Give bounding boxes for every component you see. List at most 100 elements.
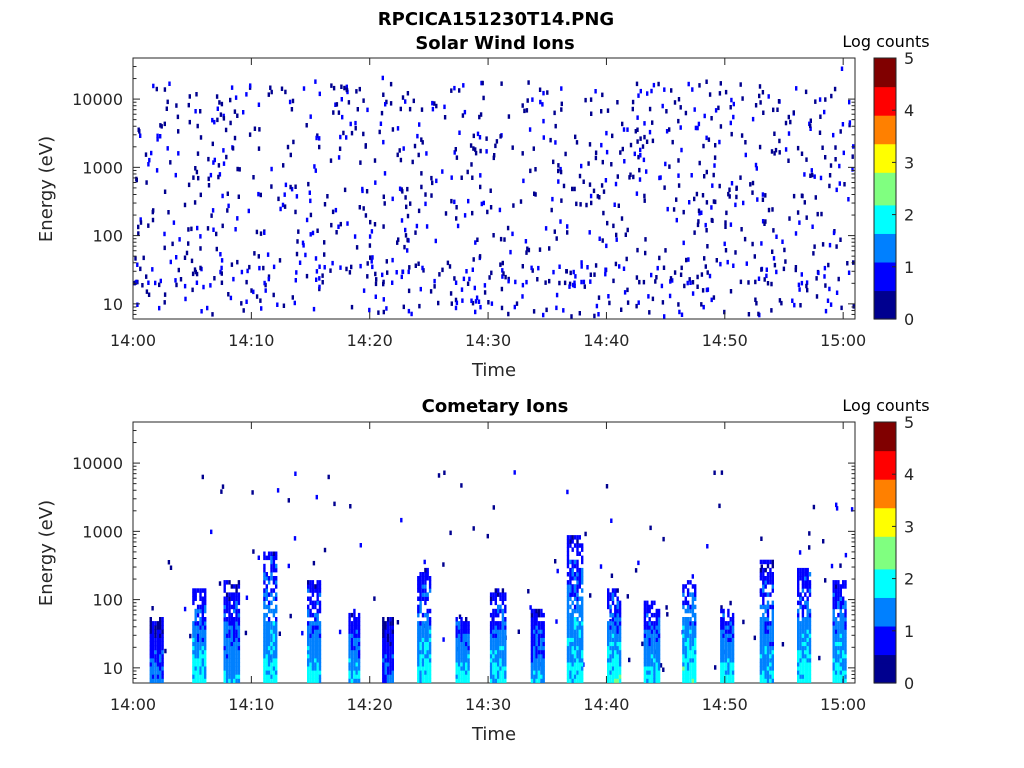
heatmap-cell (799, 567, 802, 573)
heatmap-cell (610, 573, 614, 578)
heatmap-cell (460, 645, 463, 651)
heatmap-cell (578, 596, 581, 601)
heatmap-cell (161, 678, 164, 683)
heatmap-cell (706, 544, 709, 549)
heatmap-cell (578, 670, 581, 675)
heatmap-cell (804, 580, 807, 585)
heatmap-cell (267, 617, 271, 622)
heatmap-cell (594, 155, 598, 161)
colorbar-swatch (874, 278, 896, 283)
heatmap-cell (424, 576, 427, 581)
colorbar-swatch (874, 270, 896, 275)
heatmap-cell (593, 313, 596, 319)
heatmap-cell (201, 600, 204, 606)
heatmap-cell (272, 641, 276, 647)
heatmap-cell (318, 625, 322, 630)
heatmap-cell (492, 617, 495, 622)
heatmap-cell (609, 633, 612, 638)
heatmap-cell (801, 588, 805, 593)
heatmap-cell (419, 592, 422, 597)
heatmap-cell (571, 625, 574, 630)
heatmap-cell (542, 612, 545, 618)
heatmap-cell (842, 662, 845, 667)
heatmap-cell (643, 674, 647, 679)
heatmap-cell (318, 580, 322, 585)
heatmap-cell (609, 621, 612, 626)
heatmap-cell (706, 244, 709, 249)
heatmap-cell (353, 658, 356, 663)
heatmap-cell (199, 265, 202, 271)
heatmap-cell (465, 670, 468, 675)
heatmap-cell (489, 678, 493, 683)
heatmap-cell (832, 604, 835, 610)
heatmap-cell (801, 567, 805, 573)
heatmap-cell (314, 666, 317, 671)
colorbar-swatch (874, 646, 896, 651)
heatmap-cell (374, 281, 378, 287)
heatmap-cell (368, 307, 371, 313)
heatmap-cell (644, 250, 647, 256)
heatmap-cell (386, 666, 390, 671)
heatmap-cell (272, 612, 276, 618)
heatmap-cell (206, 226, 210, 231)
heatmap-cell (441, 267, 444, 273)
heatmap-cell (307, 612, 310, 618)
heatmap-cell (437, 473, 441, 478)
heatmap-cell (499, 625, 502, 630)
heatmap-cell (720, 645, 723, 651)
heatmap-cell (355, 625, 358, 630)
heatmap-cell (834, 678, 838, 683)
heatmap-cell (837, 625, 840, 630)
heatmap-cell (350, 649, 354, 655)
colorbar-swatch (874, 658, 896, 664)
colorbar-swatch (874, 597, 896, 603)
heatmap-cell (844, 604, 847, 610)
heatmap-cell (611, 617, 615, 622)
heatmap-cell (258, 265, 261, 271)
heatmap-cell (749, 182, 752, 187)
heatmap-cell (421, 678, 425, 683)
heatmap-cell (607, 641, 610, 647)
heatmap-cell (501, 592, 505, 597)
colorbar-swatch (874, 147, 896, 153)
colorbar-swatch (874, 638, 896, 643)
heatmap-cell (230, 629, 233, 634)
heatmap-cell (149, 633, 152, 638)
heatmap-cell (462, 645, 465, 651)
heatmap-cell (222, 161, 226, 166)
heatmap-cell (657, 678, 661, 683)
colorbar-swatch (874, 544, 896, 550)
heatmap-cell (396, 152, 399, 158)
heatmap-cell (501, 637, 505, 642)
heatmap-cell (225, 617, 229, 622)
heatmap-cell (497, 612, 500, 618)
heatmap-cell (691, 608, 695, 614)
heatmap-cell (569, 572, 572, 577)
heatmap-cell (467, 633, 470, 638)
heatmap-cell (201, 474, 204, 480)
heatmap-cell (228, 678, 231, 683)
heatmap-cell (192, 645, 195, 651)
heatmap-cell (220, 258, 224, 263)
heatmap-cell (815, 276, 818, 281)
heatmap-cell (307, 604, 310, 610)
heatmap-cell (764, 580, 767, 585)
heatmap-cell (311, 600, 315, 606)
colorbar-swatch (874, 241, 896, 247)
heatmap-cell (458, 130, 461, 135)
heatmap-cell (417, 633, 420, 638)
heatmap-cell (646, 653, 649, 659)
heatmap-cell (391, 645, 394, 651)
heatmap-cell (301, 630, 304, 636)
heatmap-cell (422, 268, 425, 273)
heatmap-cell (801, 596, 805, 601)
heatmap-cell (832, 584, 835, 589)
heatmap-cell (348, 678, 351, 683)
heatmap-cell (600, 109, 603, 114)
heatmap-cell (607, 625, 610, 630)
heatmap-cell (729, 625, 732, 630)
heatmap-cell (423, 559, 426, 565)
heatmap-cell (501, 670, 505, 675)
heatmap-cell (729, 637, 732, 642)
heatmap-cell (492, 674, 495, 679)
